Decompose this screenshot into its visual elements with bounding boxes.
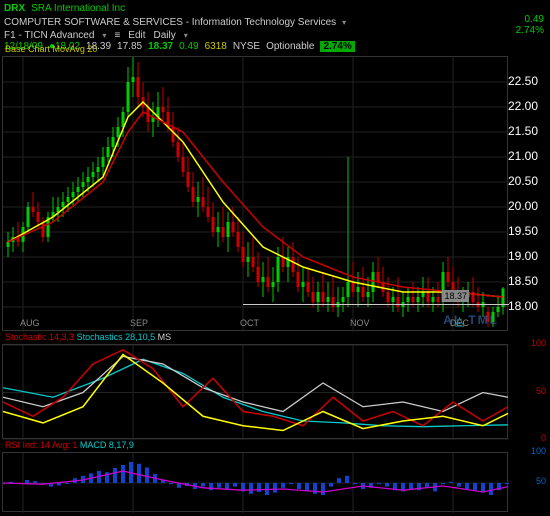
edit-button[interactable]: Edit <box>128 30 145 41</box>
chevron-down-icon[interactable]: ▾ <box>342 16 346 30</box>
company-name: SRA International Inc <box>31 2 125 16</box>
optionable-label: Optionable <box>266 41 314 52</box>
change-abs: 0.49 <box>516 14 544 25</box>
template-selector[interactable]: F1 - TICN Advanced <box>4 30 94 41</box>
chevron-down-icon[interactable]: ▾ <box>184 31 188 40</box>
timeframe-selector[interactable]: Daily <box>154 30 176 41</box>
stoch-svg <box>3 345 509 440</box>
change-pct: 2.74% <box>516 25 544 36</box>
ticker-symbol[interactable]: DRX <box>4 2 25 16</box>
panel-label-stoch: Stochastic 14,3,3 Stochastics 28,10,5 MS <box>5 332 171 342</box>
chart-container: Base Chart MovAvg 20 AL TML ◬ 18.37 22.5… <box>0 56 550 516</box>
panel-label-main: Base Chart MovAvg 20 <box>5 44 97 54</box>
panel-label-rsi: RSI Ind: 14 Avg: 1 MACD 8,17,9 <box>5 440 134 450</box>
exchange: NYSE <box>233 41 260 52</box>
price-change: 0.49 <box>179 41 198 52</box>
chart-toolbar: F1 - TICN Advanced ▾ ≡ Edit Daily ▾ <box>4 30 546 41</box>
edit-icon[interactable]: ≡ <box>114 30 120 41</box>
chevron-down-icon[interactable]: ▾ <box>102 31 106 40</box>
last-price-tag: 18.37 <box>442 290 469 302</box>
stochastic-panel[interactable]: Stochastic 14,3,3 Stochastics 28,10,5 MS <box>2 344 508 439</box>
sector-category[interactable]: COMPUTER SOFTWARE & SERVICES - Informati… <box>4 16 336 30</box>
low-price: 17.85 <box>117 41 142 52</box>
rsi-panel[interactable]: RSI Ind: 14 Avg: 1 MACD 8,17,9 <box>2 452 508 512</box>
price-svg <box>3 57 509 332</box>
volume: 6318 <box>205 41 227 52</box>
change-display: 0.49 2.74% <box>516 14 544 36</box>
price-panel[interactable]: Base Chart MovAvg 20 AL TML ◬ 18.37 <box>2 56 508 331</box>
close-price: 18.37 <box>148 41 173 52</box>
rsi-svg <box>3 453 509 513</box>
pct-change-badge: 2.74% <box>320 41 354 52</box>
